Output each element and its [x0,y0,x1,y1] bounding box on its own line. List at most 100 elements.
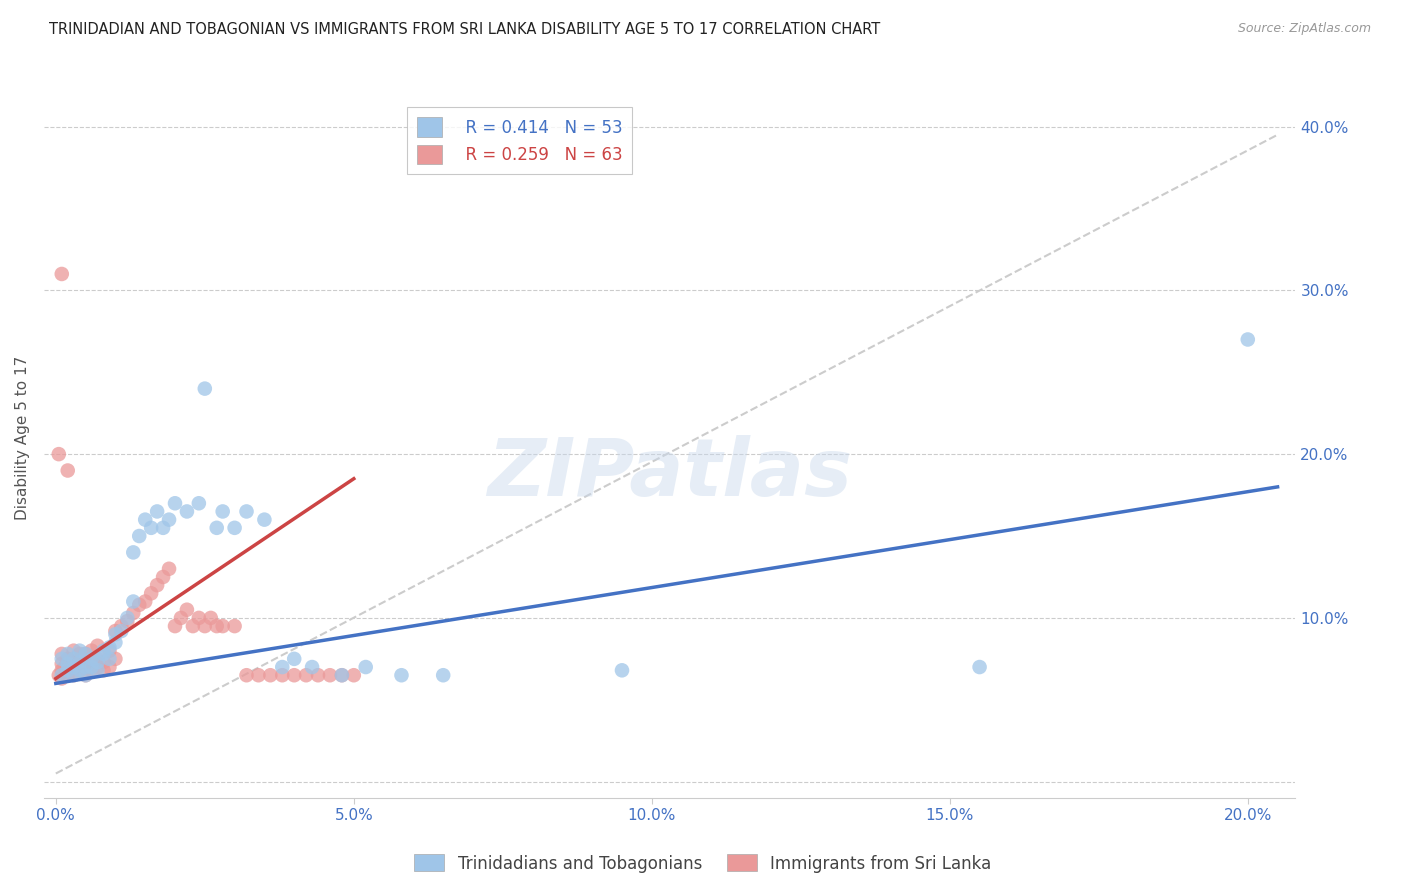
Y-axis label: Disability Age 5 to 17: Disability Age 5 to 17 [15,356,30,520]
Point [75,647,97,661]
Point [56,652,79,666]
Point [93,643,115,657]
Point [51,267,73,281]
Point [176,504,198,518]
Point [93,655,115,669]
Point [62,652,84,666]
Point [181,619,204,633]
Point [62,660,84,674]
Point [432,668,454,682]
Point [187,611,209,625]
Point [307,668,329,682]
Point [1236,333,1258,347]
Point [51,647,73,661]
Point [152,521,174,535]
Point [80,660,103,674]
Point [224,521,246,535]
Point [122,606,145,620]
Point [69,655,91,669]
Point [75,660,97,674]
Point [128,598,150,612]
Point [200,611,222,625]
Point [205,619,228,633]
Point [110,619,132,633]
Point [235,668,257,682]
Point [56,663,79,677]
Point [134,594,156,608]
Point [301,660,323,674]
Legend:   R = 0.414   N = 53,   R = 0.259   N = 63: R = 0.414 N = 53, R = 0.259 N = 63 [406,107,633,174]
Point [391,668,413,682]
Point [86,652,108,666]
Point [330,668,353,682]
Point [53,660,76,674]
Text: TRINIDADIAN AND TOBAGONIAN VS IMMIGRANTS FROM SRI LANKA DISABILITY AGE 5 TO 17 C: TRINIDADIAN AND TOBAGONIAN VS IMMIGRANTS… [49,22,880,37]
Point [86,655,108,669]
Point [117,614,139,628]
Point [56,657,79,671]
Point [343,668,366,682]
Point [75,660,97,674]
Point [235,504,257,518]
Point [163,496,186,510]
Point [51,672,73,686]
Point [141,521,163,535]
Point [104,627,127,641]
Point [152,570,174,584]
Point [141,586,163,600]
Point [86,663,108,677]
Point [75,668,97,682]
Point [128,529,150,543]
Point [69,643,91,657]
Point [122,594,145,608]
Point [98,640,121,655]
Point [247,668,270,682]
Point [134,513,156,527]
Point [271,668,294,682]
Point [86,660,108,674]
Point [56,668,79,682]
Point [330,668,353,682]
Point [110,624,132,638]
Point [969,660,991,674]
Point [98,643,121,657]
Point [259,668,281,682]
Point [51,652,73,666]
Point [271,660,294,674]
Point [51,663,73,677]
Point [253,513,276,527]
Point [93,647,115,661]
Text: ZIPatlas: ZIPatlas [486,434,852,513]
Point [146,504,169,518]
Point [224,619,246,633]
Point [117,611,139,625]
Point [98,660,121,674]
Point [69,655,91,669]
Point [51,668,73,682]
Point [56,647,79,661]
Point [48,447,70,461]
Point [157,513,180,527]
Point [354,660,377,674]
Point [283,668,305,682]
Point [75,668,97,682]
Point [163,619,186,633]
Point [211,504,233,518]
Point [75,647,97,661]
Point [80,663,103,677]
Point [205,521,228,535]
Point [104,652,127,666]
Point [194,619,217,633]
Point [187,496,209,510]
Point [194,382,217,396]
Point [157,562,180,576]
Point [104,624,127,638]
Point [610,663,633,677]
Point [170,611,193,625]
Point [98,652,121,666]
Point [69,663,91,677]
Point [146,578,169,592]
Point [104,635,127,649]
Point [86,639,108,653]
Point [62,652,84,666]
